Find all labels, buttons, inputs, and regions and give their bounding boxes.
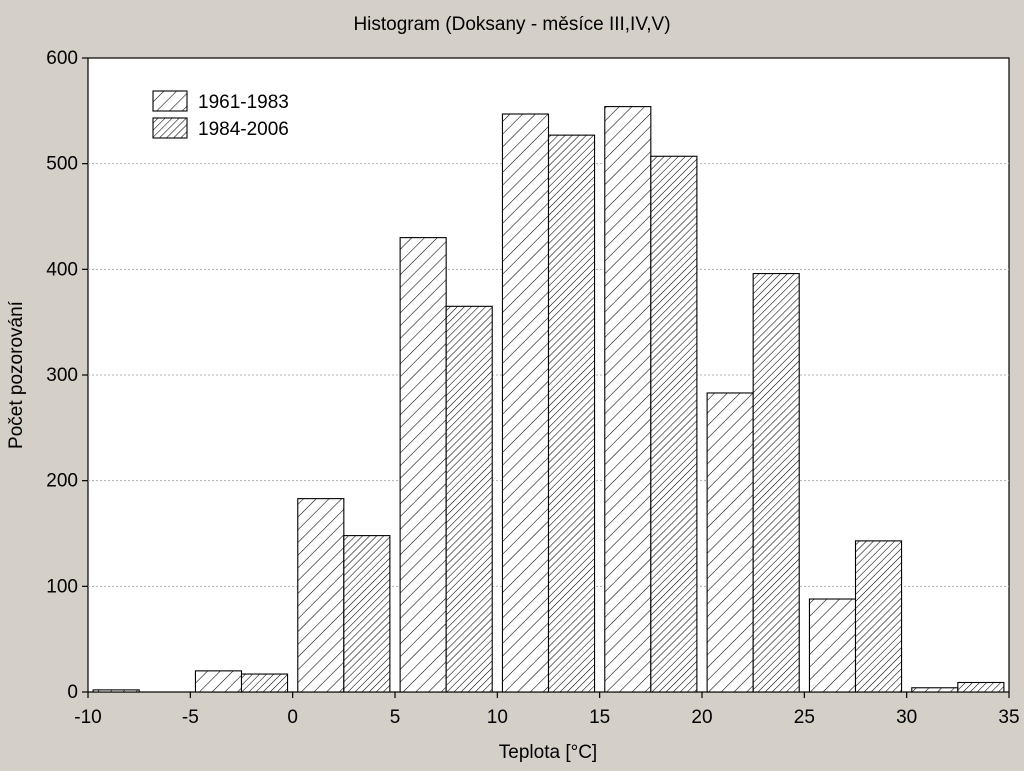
- bar-1984-2006-bin-2: [343, 535, 391, 693]
- legend-swatch-1984-2006: [152, 117, 188, 139]
- x-tick-label: 0: [287, 707, 298, 728]
- bar-1961-1983-bin-3: [399, 237, 447, 693]
- y-axis-ticks: 0 100 200 300 400 500 600: [46, 48, 88, 703]
- bar-1961-1983-bin-8: [911, 687, 959, 693]
- legend: 1961-1983 1984-2006: [152, 90, 289, 140]
- y-axis-label: Počet pozorování: [6, 300, 27, 449]
- x-tick-label: 30: [896, 707, 917, 728]
- x-tick-label: 20: [691, 707, 712, 728]
- x-tick-label: 5: [390, 707, 401, 728]
- chart-title: Histogram (Doksany - měsíce III,IV,V): [353, 14, 670, 35]
- x-axis-ticks: -10 -5 0 5 10 15 20 25 30 35: [74, 692, 1020, 728]
- bar-1961-1983-bin-2: [297, 498, 345, 693]
- legend-swatch-1961-1983: [152, 90, 188, 112]
- y-tick-label: 100: [46, 576, 78, 597]
- bar-1961-1983-bin-0: [92, 689, 140, 693]
- bar-1984-2006-bin-6: [752, 273, 800, 693]
- y-tick-label: 300: [46, 365, 78, 386]
- bar-1984-2006-bin-7: [854, 540, 903, 693]
- y-tick-label: 600: [46, 48, 78, 69]
- bar-1961-1983-bin-6: [706, 392, 754, 693]
- bar-1961-1983-bin-1: [194, 670, 243, 693]
- y-tick-label: 400: [46, 259, 78, 280]
- bar-1984-2006-bin-8: [957, 681, 1005, 693]
- x-tick-label: 10: [487, 707, 508, 728]
- y-tick-label: 500: [46, 154, 78, 175]
- bar-1961-1983-bin-4: [501, 113, 550, 693]
- legend-label-1961-1983: 1961-1983: [198, 92, 289, 113]
- bar-1984-2006-bin-3: [445, 305, 493, 693]
- bar-1961-1983-bin-5: [604, 106, 652, 693]
- bar-1984-2006-bin-4: [547, 134, 596, 693]
- y-tick-label: 0: [67, 682, 78, 703]
- x-tick-label: -10: [74, 707, 101, 728]
- legend-label-1984-2006: 1984-2006: [198, 119, 289, 140]
- bar-1984-2006-bin-5: [650, 155, 698, 693]
- x-axis-label: Teplota [°C]: [499, 742, 597, 763]
- x-tick-label: -5: [182, 707, 199, 728]
- bar-1984-2006-bin-1: [240, 673, 289, 693]
- y-tick-label: 200: [46, 471, 78, 492]
- x-tick-label: 25: [794, 707, 815, 728]
- x-tick-label: 35: [998, 707, 1019, 728]
- x-tick-label: 15: [589, 707, 610, 728]
- bar-1961-1983-bin-7: [808, 598, 857, 693]
- bars: [92, 106, 1005, 693]
